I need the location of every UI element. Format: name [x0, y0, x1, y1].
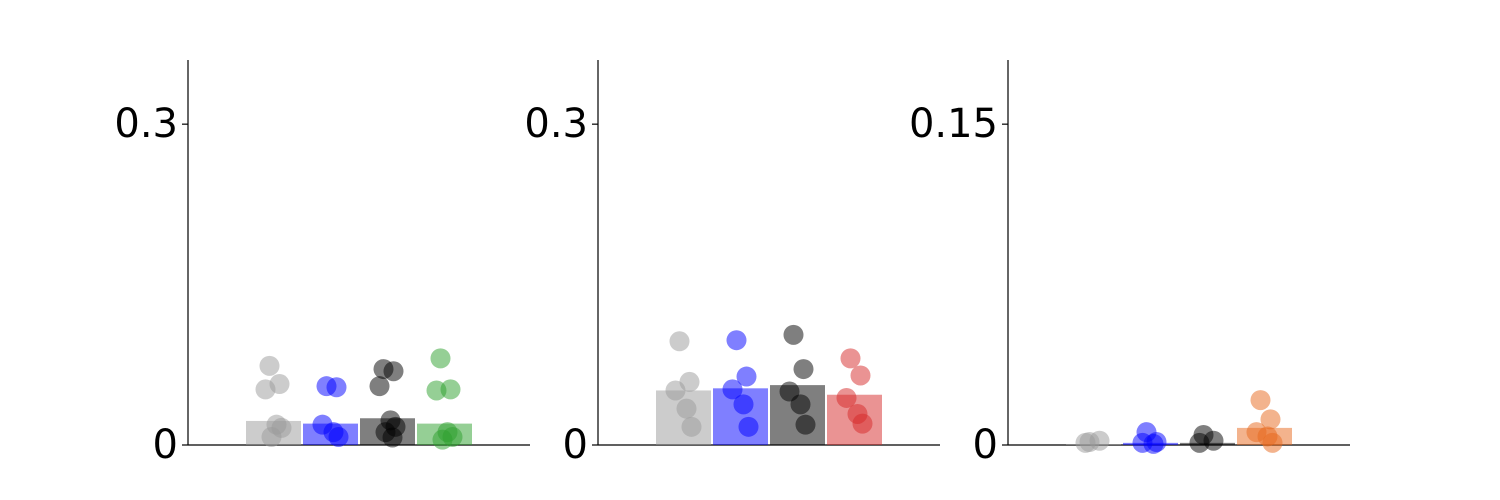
data-point	[1250, 390, 1271, 411]
data-point	[852, 413, 873, 434]
data-point	[430, 348, 451, 369]
data-point	[790, 394, 811, 415]
y-tick-label: 0	[973, 422, 998, 468]
data-point	[795, 414, 816, 435]
data-point	[426, 380, 447, 401]
y-tick-label: 0.3	[524, 101, 588, 147]
data-point	[261, 426, 282, 447]
data-point	[665, 380, 686, 401]
data-point	[328, 426, 349, 447]
y-tick-label: 0	[563, 422, 588, 468]
data-point	[840, 348, 861, 369]
data-point	[733, 394, 754, 415]
data-point	[850, 365, 871, 386]
data-point	[681, 416, 702, 437]
data-point	[1143, 433, 1164, 454]
data-point	[382, 427, 403, 448]
data-point	[836, 387, 857, 408]
data-point	[383, 361, 404, 382]
data-point	[722, 379, 743, 400]
data-point	[1075, 432, 1096, 453]
data-point	[676, 398, 697, 419]
data-point	[669, 331, 690, 352]
data-point	[738, 416, 759, 437]
y-tick-label: 0.3	[114, 101, 178, 147]
data-point	[255, 379, 276, 400]
data-point	[783, 324, 804, 345]
data-point	[1189, 432, 1210, 453]
data-point	[1260, 409, 1281, 430]
data-point	[726, 330, 747, 351]
y-tick-label: 0	[153, 422, 178, 468]
data-point	[432, 429, 453, 450]
data-point	[1262, 432, 1283, 453]
y-tick-label: 0.15	[909, 101, 998, 147]
data-point	[736, 366, 757, 387]
data-point	[326, 377, 347, 398]
data-point	[259, 355, 280, 376]
data-point	[793, 359, 814, 380]
data-point	[369, 376, 390, 397]
